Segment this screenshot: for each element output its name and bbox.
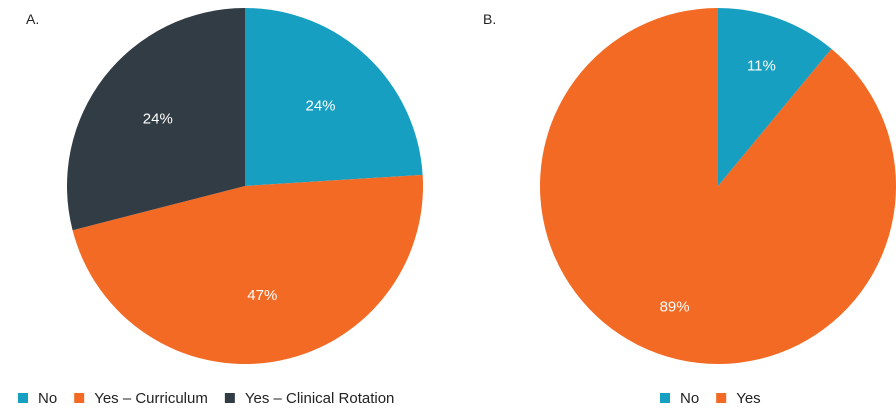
pie-a-data-labels: 24% 47% 24% xyxy=(143,98,336,304)
legend-label: Yes xyxy=(736,390,760,407)
pie-b-data-label-yes: 89% xyxy=(660,299,690,316)
legend-swatch xyxy=(224,393,235,403)
pie-b-data-label-no: 11% xyxy=(747,57,776,74)
legend-a-item-yes-clinical-rotation: Yes – Clinical Rotation xyxy=(224,390,395,407)
pie-a-slice-no xyxy=(245,8,423,186)
pie-chart-a: A. 24% 47% 24% No Yes – Curriculum Yes – Cli… xyxy=(18,8,424,407)
legend-swatch xyxy=(716,393,727,403)
legend-b: No Yes xyxy=(660,390,761,407)
legend-b-item-yes: Yes xyxy=(716,390,761,407)
legend-label: Yes – Curriculum xyxy=(94,390,208,407)
legend-swatch xyxy=(74,393,85,403)
panel-label-b: B. xyxy=(483,11,496,27)
legend-label: No xyxy=(680,390,699,407)
legend-b-item-no: No xyxy=(660,390,699,407)
pie-a-slice-yes-curriculum xyxy=(72,174,424,365)
pie-b-slices xyxy=(539,8,896,364)
legend-swatch xyxy=(18,393,28,403)
legend-label: No xyxy=(38,390,57,407)
legend-label: Yes – Clinical Rotation xyxy=(245,390,395,407)
pie-b-slice-yes xyxy=(539,8,896,364)
pie-a-slice-yes-clinical-rotation xyxy=(66,8,245,231)
pie-b-slice-no xyxy=(718,8,832,186)
pie-a-data-label-no: 24% xyxy=(305,98,335,115)
legend-a: No Yes – Curriculum Yes – Clinical Rotatio… xyxy=(18,390,394,407)
legend-a-item-yes-curriculum: Yes – Curriculum xyxy=(74,390,208,407)
pie-b-data-labels: 11% 89% xyxy=(660,57,776,315)
pie-a-data-label-yes-curriculum: 47% xyxy=(247,287,277,304)
panel-label-a: A. xyxy=(26,11,39,27)
legend-swatch xyxy=(660,393,670,403)
pie-a-slices xyxy=(66,8,424,365)
legend-a-item-no: No xyxy=(18,390,57,407)
pie-a-data-label-yes-clinical-rotation: 24% xyxy=(143,110,173,127)
pie-chart-b: B. 11% 89% No Yes xyxy=(483,8,896,407)
